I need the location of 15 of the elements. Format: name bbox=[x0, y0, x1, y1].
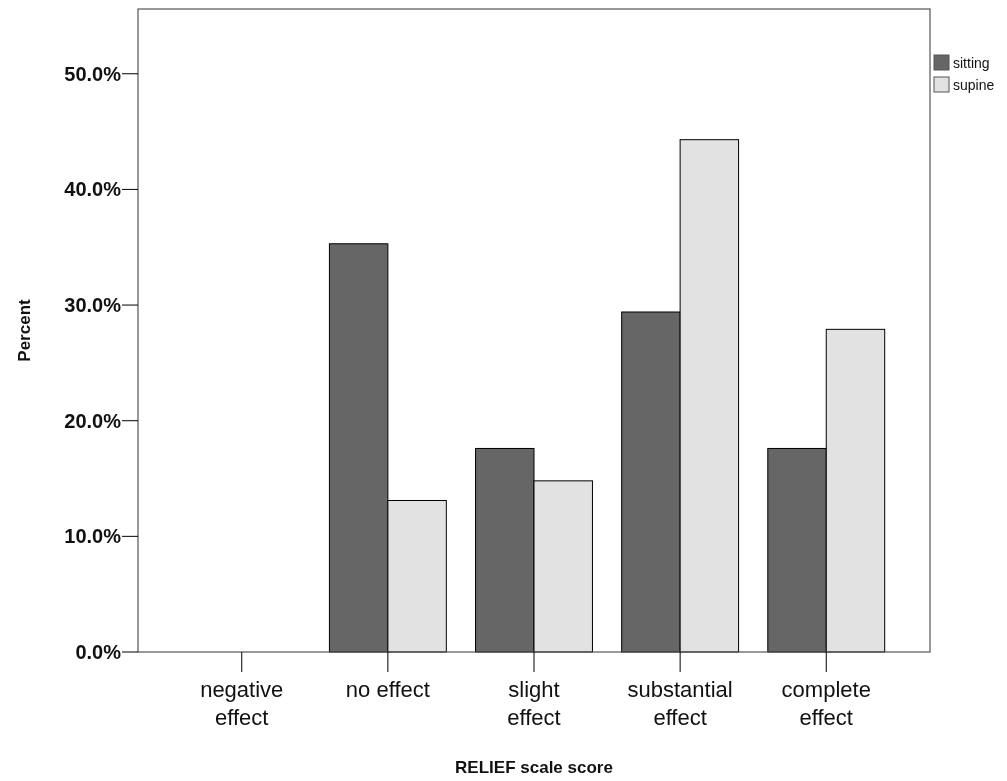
x-tick-label: no effect bbox=[345, 677, 430, 702]
y-tick-label: 10.0% bbox=[64, 525, 122, 548]
x-tick-label: complete effect bbox=[781, 677, 871, 730]
legend-label: sitting bbox=[953, 54, 990, 71]
y-tick-label: 30.0% bbox=[64, 294, 122, 317]
x-tick-label: slight effect bbox=[507, 677, 561, 730]
y-axis-title: Percent bbox=[15, 298, 34, 362]
x-axis-title: RELIEF scale score bbox=[455, 758, 613, 777]
y-tick-label: 0.0% bbox=[75, 641, 122, 663]
y-tick-label: 50.0% bbox=[64, 62, 122, 85]
x-tick-label: negative effect bbox=[200, 677, 284, 730]
legend-label: supine bbox=[953, 76, 995, 93]
y-tick-label: 40.0% bbox=[64, 178, 122, 201]
x-tick-label: substantial effect bbox=[627, 677, 733, 730]
y-tick-label: 20.0% bbox=[64, 409, 122, 432]
